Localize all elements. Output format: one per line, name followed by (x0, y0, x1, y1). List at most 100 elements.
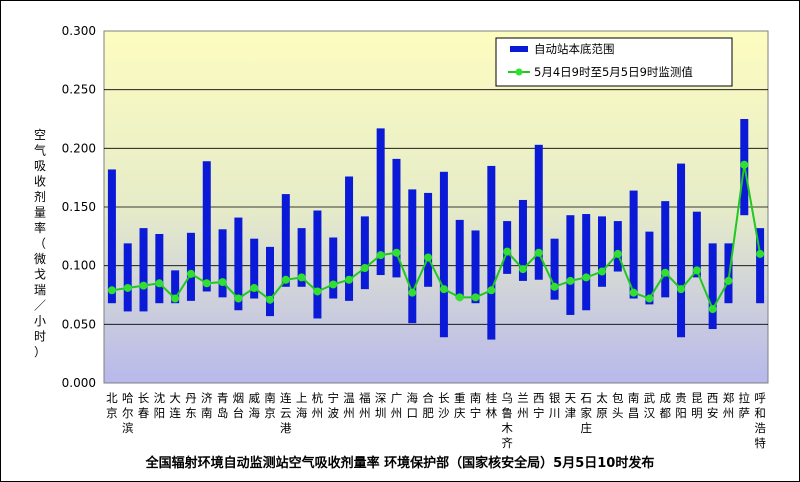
x-category-label: 包头 (612, 391, 624, 420)
data-point (329, 280, 338, 289)
measurement-line (107, 160, 765, 314)
data-point (171, 294, 180, 303)
x-category-label: 南昌 (628, 391, 640, 420)
data-point (234, 294, 243, 303)
range-bar (266, 246, 274, 317)
x-category-label: 广州 (391, 391, 403, 420)
data-point (471, 293, 480, 302)
range-bar (123, 243, 132, 312)
legend-line-label: 5月4日9时至5月5日9时监测值 (534, 65, 693, 79)
y-tick-label: 0.200 (62, 141, 96, 155)
data-point (724, 276, 733, 285)
legend: 自动站本底范围 5月4日9时至5月5日9时监测值 (495, 37, 733, 87)
range-bar (708, 243, 717, 330)
data-point (455, 293, 464, 302)
data-point (218, 278, 227, 287)
x-category-label: 青岛 (217, 391, 229, 420)
range-bar (471, 230, 480, 304)
data-point (756, 249, 765, 258)
data-point (123, 283, 132, 292)
data-point (613, 249, 622, 258)
data-point (598, 267, 606, 276)
x-category-label: 威海 (248, 391, 260, 420)
data-point (534, 248, 543, 257)
range-bar (186, 232, 195, 301)
data-point (487, 286, 496, 295)
range-bar (756, 228, 765, 304)
x-category-label: 哈尔滨 (122, 391, 134, 435)
range-bars (107, 119, 765, 340)
x-category-label: 丹东 (185, 391, 197, 420)
data-point (281, 275, 290, 284)
data-point (392, 248, 401, 257)
range-bar (281, 194, 290, 287)
x-category-label: 贵阳 (675, 391, 687, 420)
data-point (155, 279, 164, 288)
y-tick-label: 0.000 (62, 376, 96, 390)
x-category-label: 上海 (296, 391, 308, 420)
y-tick-label: 0.250 (62, 83, 96, 97)
data-point (313, 287, 322, 296)
x-category-label: 银川 (549, 391, 561, 420)
data-point (408, 288, 417, 297)
data-point (139, 281, 148, 290)
x-category-label: 海口 (407, 391, 419, 420)
x-category-label: 重庆 (454, 391, 466, 420)
x-category-label: 合肥 (422, 391, 434, 420)
x-category-label: 兰州 (517, 391, 529, 420)
legend-range-label: 自动站本底范围 (534, 42, 615, 56)
x-category-label: 西宁 (533, 391, 545, 420)
range-bar (171, 270, 180, 304)
data-point (566, 276, 575, 285)
x-category-label: 石家庄 (580, 391, 592, 435)
x-category-label: 沈阳 (154, 391, 166, 420)
range-bar (724, 243, 733, 304)
data-point (582, 273, 591, 282)
range-bar (566, 215, 575, 315)
x-category-label: 乌鲁木齐 (501, 391, 513, 450)
range-bar (645, 231, 654, 305)
range-bar (677, 163, 686, 338)
y-tick-label: 0.100 (62, 259, 96, 273)
range-bar (329, 237, 338, 299)
x-category-label: 北京 (106, 391, 118, 420)
data-point (740, 160, 749, 169)
range-bar (297, 228, 306, 287)
data-point (692, 266, 701, 275)
data-point (550, 282, 559, 291)
range-bar (376, 128, 385, 276)
data-point (250, 283, 259, 292)
x-category-label: 温州 (343, 391, 355, 420)
x-category-label: 长春 (138, 391, 150, 420)
data-point (424, 253, 433, 262)
data-point (266, 295, 274, 304)
x-category-label: 昆明 (691, 391, 703, 420)
range-bar (487, 165, 496, 340)
range-bar (439, 171, 448, 338)
y-tick-label: 0.050 (62, 317, 96, 331)
x-category-label: 西安 (707, 391, 719, 420)
range-bar (250, 238, 259, 299)
data-point (202, 279, 211, 288)
range-bar (234, 217, 243, 311)
x-category-label: 武汉 (644, 391, 656, 420)
data-point (107, 286, 116, 295)
range-bar (629, 190, 638, 299)
x-category-label: 烟台 (233, 391, 245, 420)
data-point (661, 268, 670, 277)
y-tick-label: 0.150 (62, 200, 96, 214)
gridlines (104, 89, 768, 325)
y-tick-label: 0.300 (62, 24, 96, 38)
range-bar (534, 144, 543, 280)
range-bar (155, 233, 164, 304)
range-bar (692, 211, 701, 278)
y-axis-title: 空气吸收剂量率（微戈瑞／小时） (34, 128, 46, 359)
x-category-label: 南京 (264, 391, 276, 420)
range-bar (408, 189, 417, 324)
x-axis-labels: 北京哈尔滨长春沈阳大连丹东济南青岛烟台威海南京连云港上海杭州宁波温州福州深圳广州… (106, 391, 766, 450)
data-point (629, 288, 638, 297)
legend-line-marker (515, 68, 523, 76)
range-bar (392, 158, 401, 278)
range-bar (424, 192, 433, 287)
